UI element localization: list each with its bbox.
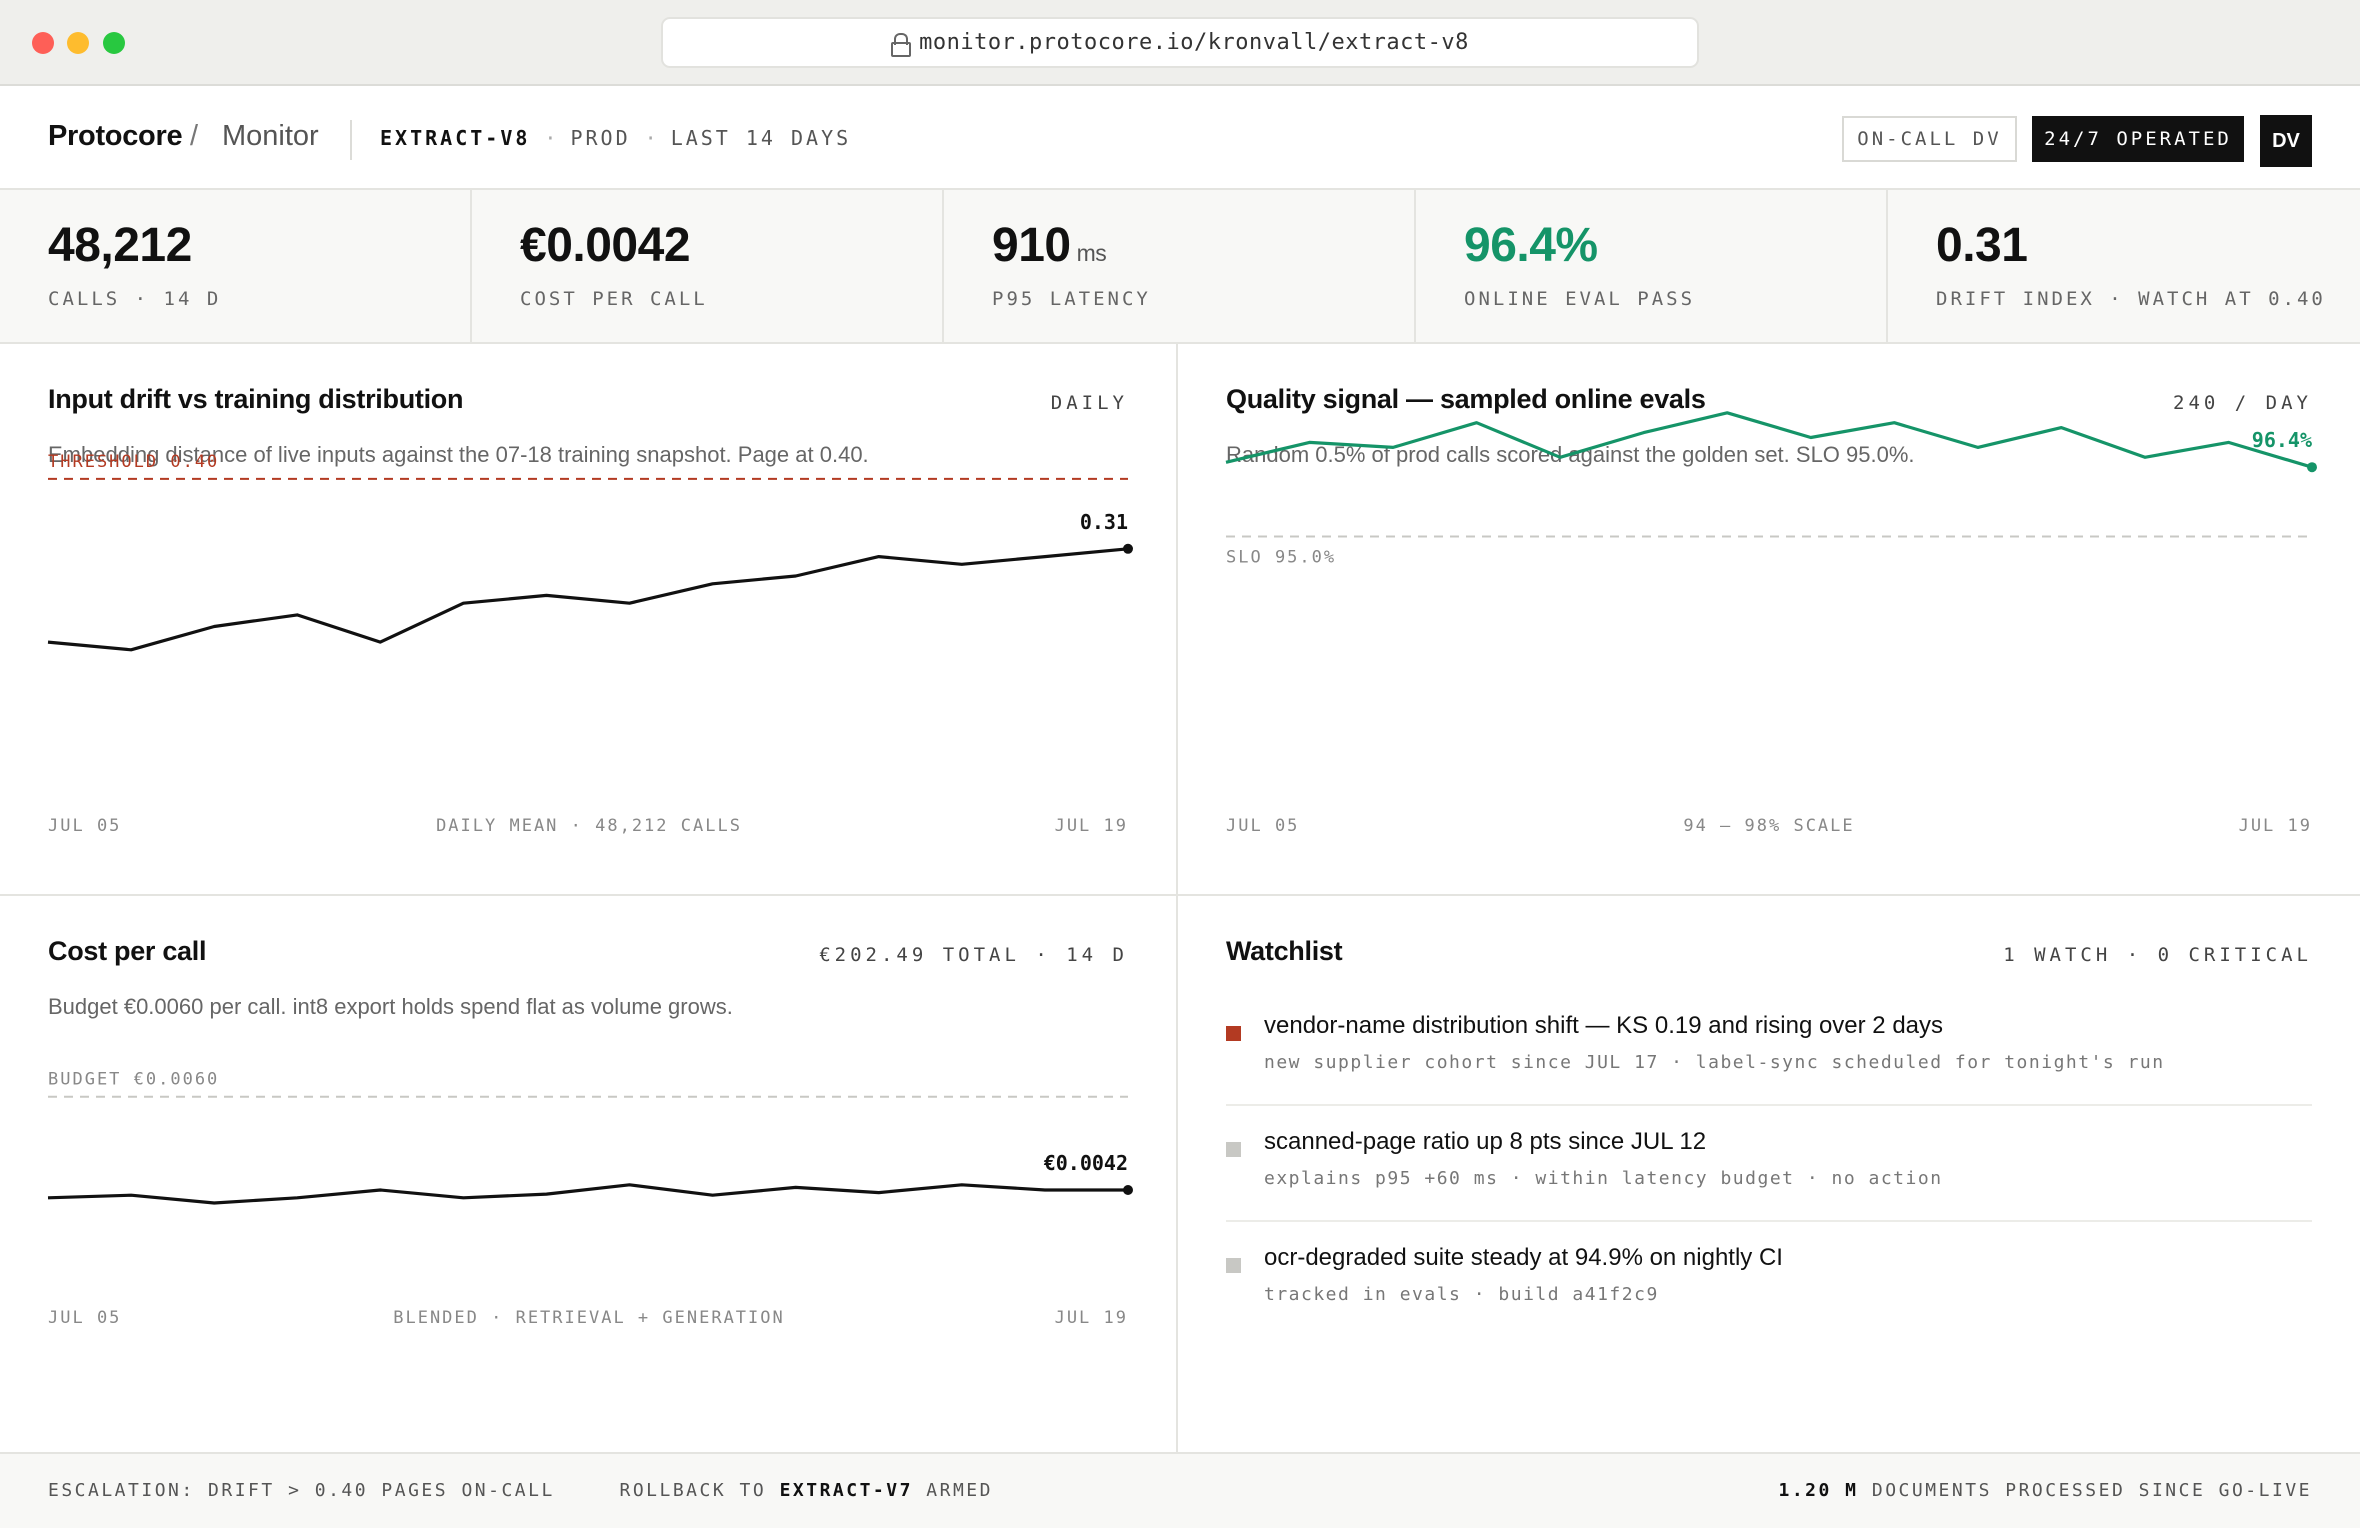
lock-icon <box>891 32 912 57</box>
x-axis-caption: 94 – 98% SCALE <box>1683 816 1855 836</box>
kpi-eval-pass: 96.4% ONLINE EVAL PASS <box>1416 190 1888 342</box>
section-name[interactable]: Monitor <box>222 120 319 152</box>
series-line <box>47 1183 1128 1205</box>
address-bar[interactable]: monitor.protocore.io/kronvall/extract-v8 <box>661 17 1699 68</box>
panel-tag: €202.49 TOTAL · 14 D <box>819 944 1128 966</box>
x-axis-end: JUL 19 <box>1054 816 1128 836</box>
panel-tag: DAILY <box>1050 392 1128 414</box>
kpi-value: 48,212 <box>48 219 192 272</box>
breadcrumb-separator: / <box>190 120 199 152</box>
watchlist-item-title: ocr-degraded suite steady at 94.9% on ni… <box>1264 1244 1783 1271</box>
x-axis-caption: BLENDED · RETRIEVAL + GENERATION <box>393 1308 785 1328</box>
latest-value-label: 0.31 <box>1080 510 1128 534</box>
drift-chart: THRESHOLD 0.40 0.31 <box>47 452 1133 652</box>
escalation-note: ESCALATION: DRIFT > 0.40 PAGES ON-CALL <box>48 1480 555 1501</box>
browser-chrome: monitor.protocore.io/kronvall/extract-v8 <box>0 0 2360 86</box>
url-text: monitor.protocore.io/kronvall/extract-v8 <box>919 30 1469 55</box>
series-line <box>47 547 1129 652</box>
x-axis-start: JUL 05 <box>48 816 122 836</box>
watchlist-item-title: vendor-name distribution shift — KS 0.19… <box>1264 1012 1944 1039</box>
panel-description: Embedding distance of live inputs agains… <box>48 442 869 467</box>
panel-title: Input drift vs training distribution <box>48 384 464 414</box>
minimize-window-button[interactable] <box>67 32 89 54</box>
kpi-value: 0.31 <box>1936 219 2028 272</box>
x-axis-start: JUL 05 <box>48 1308 122 1328</box>
oncall-badge[interactable]: ON-CALL DV <box>1842 116 2017 162</box>
latest-value-label: €0.0042 <box>1044 1151 1128 1175</box>
maximize-window-button[interactable] <box>103 32 125 54</box>
kpi-latency: 910 ms P95 LATENCY <box>944 190 1416 342</box>
threshold-label: THRESHOLD 0.40 <box>48 452 219 472</box>
x-axis-caption: DAILY MEAN · 48,212 CALLS <box>436 816 742 836</box>
rollback-prefix: ROLLBACK TO <box>619 1480 767 1501</box>
kpi-cost: €0.0042 COST PER CALL <box>472 190 944 342</box>
watchlist-panel: Watchlist 1 WATCH · 0 CRITICAL vendor-na… <box>1178 896 2360 1452</box>
latest-point <box>1123 1185 1133 1195</box>
status-square-icon <box>1226 1142 1241 1157</box>
model-name: EXTRACT-V8 <box>380 126 531 150</box>
drift-panel: Input drift vs training distribution DAI… <box>0 344 1178 896</box>
close-window-button[interactable] <box>32 32 54 54</box>
panel-title: Watchlist <box>1226 936 1343 966</box>
context-breadcrumb: EXTRACT-V8 · PROD · LAST 14 DAYS <box>380 126 852 150</box>
x-axis-end: JUL 19 <box>1054 1308 1128 1328</box>
divider <box>1226 1104 2312 1106</box>
footer-bar: ESCALATION: DRIFT > 0.40 PAGES ON-CALL R… <box>0 1452 2360 1528</box>
kpi-label: P95 LATENCY <box>992 288 1151 310</box>
kpi-calls: 48,212 CALLS · 14 D <box>0 190 472 342</box>
threshold-label: SLO 95.0% <box>1226 548 1336 568</box>
panel-title: Cost per call <box>48 936 207 966</box>
top-bar: Protocore / Monitor EXTRACT-V8 · PROD · LAST… <box>0 86 2360 190</box>
kpi-unit: ms <box>1076 240 1107 266</box>
watchlist-item-title: scanned-page ratio up 8 pts since JUL 12 <box>1264 1128 1707 1155</box>
footer-status: ESCALATION: DRIFT > 0.40 PAGES ON-CALL R… <box>48 1480 993 1501</box>
documents-label: DOCUMENTS PROCESSED SINCE GO-LIVE <box>1871 1480 2312 1501</box>
cost-panel: Cost per call €202.49 TOTAL · 14 D Budge… <box>0 896 1178 1452</box>
avatar[interactable]: DV <box>2260 115 2312 167</box>
kpi-value: 96.4% <box>1464 219 1598 272</box>
panel-tag: 240 / DAY <box>2173 392 2312 414</box>
latest-point <box>1123 543 1133 554</box>
series-line <box>1225 411 2313 469</box>
documents-count: 1.20 M <box>1778 1480 1859 1501</box>
kpi-label: CALLS · 14 D <box>48 288 222 310</box>
x-axis-start: JUL 05 <box>1226 816 1300 836</box>
brand-name[interactable]: Protocore <box>48 120 183 152</box>
rollback-model[interactable]: EXTRACT-V7 <box>779 1480 913 1501</box>
watchlist-item-detail: new supplier cohort since JUL 17 · label… <box>1264 1052 2165 1073</box>
kpi-drift: 0.31 DRIFT INDEX · WATCH AT 0.40 <box>1888 190 2360 342</box>
range-label[interactable]: LAST 14 DAYS <box>670 126 852 150</box>
x-axis-end: JUL 19 <box>2238 816 2312 836</box>
divider <box>1226 1220 2312 1222</box>
kpi-value: €0.0042 <box>520 219 691 272</box>
threshold-label: BUDGET €0.0060 <box>48 1070 219 1090</box>
panel-tag: 1 WATCH · 0 CRITICAL <box>2003 944 2312 966</box>
divider <box>350 120 352 160</box>
quality-panel: Quality signal — sampled online evals 24… <box>1178 344 2360 896</box>
documents-processed: 1.20 M DOCUMENTS PROCESSED SINCE GO-LIVE <box>1779 1480 2313 1501</box>
kpi-label: DRIFT INDEX · WATCH AT 0.40 <box>1936 288 2326 310</box>
latest-point <box>2307 462 2317 473</box>
panel-title: Quality signal — sampled online evals <box>1226 384 1706 414</box>
kpi-value: 910 ms <box>992 219 1107 272</box>
watchlist-item-detail: explains p95 +60 ms · within latency bud… <box>1264 1168 1943 1189</box>
watchlist-item-detail: tracked in evals · build a41f2c9 <box>1264 1284 1659 1305</box>
cost-chart: BUDGET €0.0060 €0.0042 <box>47 1070 1133 1205</box>
status-square-icon <box>1226 1258 1241 1273</box>
status-square-icon <box>1226 1026 1241 1041</box>
kpi-strip: 48,212 CALLS · 14 D €0.0042 COST PER CAL… <box>0 190 2360 344</box>
latest-value-label: 96.4% <box>2252 428 2312 452</box>
rollback-suffix: ARMED <box>926 1480 993 1501</box>
kpi-label: ONLINE EVAL PASS <box>1464 288 1696 310</box>
quality-chart: SLO 95.0% 96.4% <box>1225 411 2317 568</box>
operated-badge: 24/7 OPERATED <box>2032 116 2244 162</box>
environment-label: PROD <box>570 126 631 150</box>
kpi-label: COST PER CALL <box>520 288 708 310</box>
panel-description: Budget €0.0060 per call. int8 export hol… <box>48 994 733 1019</box>
